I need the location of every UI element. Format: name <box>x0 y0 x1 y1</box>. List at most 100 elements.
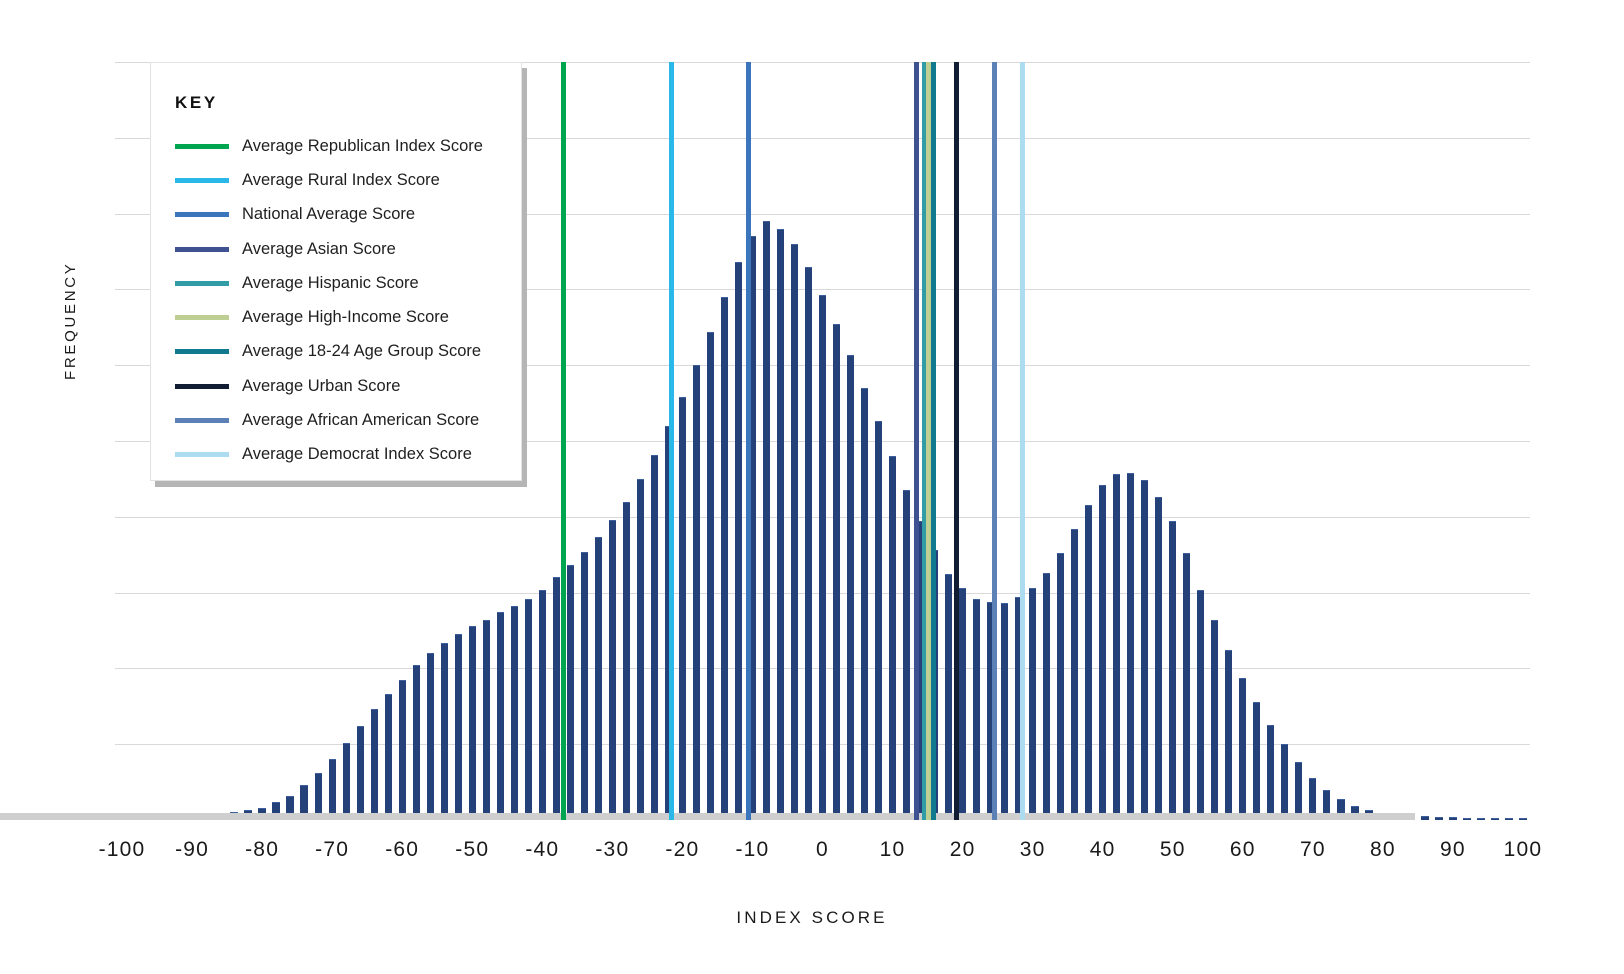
legend-swatch-icon <box>175 452 229 458</box>
x-tick-label: 90 <box>1440 838 1466 861</box>
histogram-bar <box>370 709 378 820</box>
histogram-bar <box>692 365 701 820</box>
histogram-bar <box>1211 619 1219 820</box>
x-tick-label: -80 <box>245 838 280 861</box>
gridline <box>115 137 1530 139</box>
histogram-bar <box>720 296 729 820</box>
average-marker-lines <box>115 62 1530 820</box>
marker-line-average-african-american-score <box>992 62 998 820</box>
histogram-bar <box>594 536 602 820</box>
marker-line-average-democrat-index-score <box>1019 62 1025 820</box>
histogram-bar <box>1267 724 1275 820</box>
histogram-bar <box>748 236 757 820</box>
histogram-bar <box>958 588 967 820</box>
marker-line-average-hispanic-score <box>922 62 928 820</box>
histogram-bar <box>1253 701 1261 820</box>
histogram-bar <box>664 425 673 820</box>
histogram-bar <box>650 454 659 820</box>
histogram-bar <box>1337 798 1345 820</box>
x-tick-label: 20 <box>949 838 976 861</box>
legend-item: Average Democrat Index Score <box>175 438 521 472</box>
x-axis-baseline <box>0 813 1415 820</box>
x-tick-label: 30 <box>1019 838 1046 861</box>
histogram-bar <box>398 679 406 820</box>
histogram-bar <box>944 574 953 820</box>
histogram-bar <box>440 642 448 820</box>
histogram-bar <box>1491 817 1499 820</box>
marker-line-national-average-score <box>746 62 752 820</box>
histogram-bar <box>734 262 743 820</box>
legend-items: Average Republican Index Score Average Ru… <box>175 129 521 472</box>
histogram-bar <box>328 759 336 820</box>
legend-swatch-icon <box>175 349 229 355</box>
legend-item: Average Rural Index Score <box>175 163 521 197</box>
histogram-bar <box>1435 816 1443 820</box>
legend-item: Average Asian Score <box>175 232 521 266</box>
histogram-bar <box>1239 677 1247 820</box>
legend-item-label: National Average Score <box>242 205 416 224</box>
x-tick-label: -60 <box>385 838 420 861</box>
x-tick-label: 0 <box>816 838 829 861</box>
histogram-bar <box>1421 816 1429 820</box>
histogram-bar <box>1449 816 1457 820</box>
histogram-bar <box>1000 603 1009 820</box>
histogram-bar <box>776 228 785 820</box>
histogram-bar <box>762 221 771 820</box>
legend-swatch-icon <box>175 212 229 218</box>
marker-line-average-asian-score <box>913 62 919 820</box>
histogram-bar <box>510 606 518 820</box>
histogram-bar <box>860 387 869 820</box>
histogram-bar <box>1351 805 1359 820</box>
x-tick-label: -40 <box>525 838 560 861</box>
histogram-bar <box>608 519 616 820</box>
histogram-bar <box>706 331 715 820</box>
histogram-bar <box>1295 762 1303 820</box>
histogram-bar <box>804 266 813 820</box>
histogram-bar <box>1155 497 1163 820</box>
x-axis-tick-labels: -100 -90 -80 -70 -60 -50 -40 -30 -20 -10 0 10 20 30 40… <box>99 838 1542 872</box>
x-tick-label: -70 <box>315 838 350 861</box>
legend-item: National Average Score <box>175 198 521 232</box>
histogram-bar <box>314 773 322 820</box>
legend-item-label: Average 18-24 Age Group Score <box>242 342 482 361</box>
marker-line-average-republican-index-score <box>560 62 566 820</box>
histogram-bar <box>342 742 350 820</box>
histogram-bars <box>115 62 1530 820</box>
legend-item-label: Average Republican Index Score <box>242 136 483 155</box>
legend-item-label: Average Democrat Index Score <box>242 445 472 464</box>
legend-title: KEY <box>175 93 218 112</box>
marker-line-average-18-24-age-group-score <box>931 62 937 820</box>
legend-swatch-icon <box>175 143 229 149</box>
histogram-bar <box>818 295 827 820</box>
legend-item-label: Average African American Score <box>242 411 480 430</box>
histogram-bar <box>1127 472 1135 820</box>
histogram-bar <box>1505 817 1513 820</box>
histogram-bar <box>874 421 883 820</box>
histogram-bar <box>356 726 364 820</box>
histogram-bar <box>986 601 995 820</box>
histogram-bar <box>1519 817 1527 820</box>
legend-swatch-icon <box>175 280 229 286</box>
histogram-bar <box>272 801 280 820</box>
histogram-bar <box>1183 553 1191 820</box>
legend-item: Average 18-24 Age Group Score <box>175 335 521 369</box>
histogram-bar <box>1225 650 1233 820</box>
histogram-bar <box>972 598 981 820</box>
legend-item-label: Average Asian Score <box>242 239 396 258</box>
histogram-bar <box>468 625 476 820</box>
x-tick-label: -50 <box>455 838 490 861</box>
legend-swatch-icon <box>175 383 229 389</box>
x-axis-title: INDEX SCORE <box>736 908 888 927</box>
legend-item-label: Average Rural Index Score <box>242 170 440 189</box>
legend-item: Average Urban Score <box>175 369 521 403</box>
histogram-bar <box>384 694 392 820</box>
x-tick-label: -10 <box>735 838 770 861</box>
x-tick-label: -90 <box>175 838 210 861</box>
histogram-bar <box>1085 504 1093 820</box>
histogram-bar <box>1309 777 1317 820</box>
histogram-bar <box>622 501 630 820</box>
marker-line-average-urban-score <box>954 62 960 820</box>
marker-line-average-high-income-score <box>926 62 932 820</box>
histogram-bar <box>1463 817 1471 820</box>
histogram-bar <box>790 243 799 820</box>
